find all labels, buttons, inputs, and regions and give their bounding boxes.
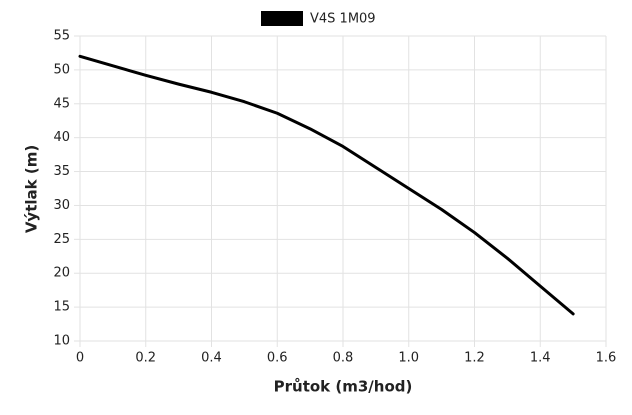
x-tick-label: 0.2 [135, 351, 156, 366]
x-tick-label: 1.6 [596, 351, 617, 366]
y-tick-label: 10 [53, 334, 70, 349]
x-tick-label: 1.4 [530, 351, 551, 366]
y-tick-label: 25 [53, 232, 70, 247]
x-tick-label: 1.2 [464, 351, 485, 366]
x-tick-label: 0.8 [333, 351, 354, 366]
y-tick-label: 40 [53, 130, 70, 145]
y-tick-label: 55 [53, 29, 70, 44]
x-axis-title: Průtok (m3/hod) [274, 378, 413, 396]
y-axis-title: Výtlak (m) [23, 145, 41, 233]
y-tick-label: 35 [53, 164, 70, 179]
x-tick-label: 0.4 [201, 351, 222, 366]
x-tick-label: 1.0 [398, 351, 419, 366]
y-tick-label: 50 [53, 62, 70, 77]
legend-swatch [261, 11, 303, 26]
y-tick-label: 30 [53, 198, 70, 213]
legend-label: V4S 1M09 [310, 12, 376, 27]
x-tick-label: 0 [76, 351, 84, 366]
y-tick-label: 15 [53, 300, 70, 315]
x-tick-label: 0.6 [267, 351, 288, 366]
y-tick-label: 45 [53, 96, 70, 111]
line-series [78, 54, 575, 316]
y-tick-label: 20 [53, 266, 70, 281]
